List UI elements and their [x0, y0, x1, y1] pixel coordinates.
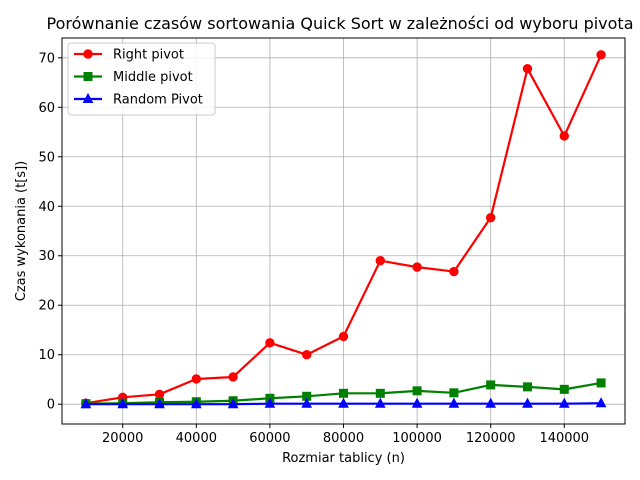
x-tick-label: 120000: [466, 431, 516, 446]
data-point: [338, 397, 349, 408]
data-point: [117, 398, 129, 409]
y-tick-label: 20: [38, 299, 55, 314]
data-point: [522, 63, 533, 74]
data-point: [595, 397, 607, 408]
data-point: [375, 388, 385, 398]
legend-item-right-pivot: Right pivot: [74, 48, 184, 63]
legend-marker: [83, 72, 93, 81]
data-point: [559, 384, 569, 394]
data-point: [596, 378, 606, 388]
y-tick-label: 60: [38, 101, 55, 116]
data-point: [191, 374, 202, 384]
legend-item-middle-pivot: Middle pivot: [74, 70, 193, 85]
data-point: [558, 397, 570, 408]
y-tick-label: 30: [38, 249, 55, 264]
series-layer: [80, 50, 607, 409]
chart-title: Porównanie czasów sortowania Quick Sort …: [47, 14, 634, 33]
data-point: [449, 388, 459, 398]
y-tick-label: 50: [38, 150, 55, 165]
data-point: [449, 266, 459, 277]
data-point: [228, 372, 238, 382]
data-point: [80, 398, 92, 409]
data-point: [412, 386, 422, 396]
data-point: [485, 397, 497, 408]
data-point: [265, 338, 275, 348]
legend-label: Right pivot: [113, 48, 184, 63]
x-tick-label: 80000: [323, 431, 364, 446]
y-tick-label: 70: [38, 51, 55, 66]
legend-item-random-pivot: Random Pivot: [74, 93, 203, 108]
legend-marker: [82, 92, 94, 103]
legend: Right pivot Middle pivot Random Pivot: [67, 42, 216, 116]
y-axis-ticks: 0 10 20 30 40 50 60 70: [38, 51, 62, 413]
data-point: [522, 397, 533, 408]
data-point: [339, 388, 348, 398]
data-point: [448, 397, 460, 408]
legend-marker: [83, 49, 93, 59]
x-tick-label: 140000: [539, 431, 589, 446]
series-right-pivot: [81, 50, 606, 408]
y-tick-label: 10: [38, 348, 55, 363]
data-point: [227, 398, 239, 409]
x-tick-label: 100000: [392, 431, 442, 446]
data-point: [264, 397, 276, 408]
x-axis-label: Rozmiar tablicy (n): [282, 451, 405, 466]
data-point: [301, 397, 313, 408]
data-point: [338, 331, 349, 342]
x-tick-label: 60000: [249, 431, 290, 446]
y-axis-label: Czas wykonania (t[s]): [14, 161, 29, 301]
y-tick-label: 0: [47, 398, 55, 413]
data-point: [374, 397, 386, 408]
data-point: [412, 262, 422, 272]
data-point: [411, 397, 423, 408]
data-point: [486, 380, 496, 390]
series-random-pivot: [80, 397, 607, 409]
data-point: [302, 350, 312, 360]
x-tick-label: 40000: [176, 431, 217, 446]
legend-box: [67, 42, 216, 116]
x-tick-label: 20000: [102, 431, 143, 446]
data-point: [596, 50, 606, 60]
data-point: [190, 398, 202, 409]
y-tick-label: 40: [38, 200, 55, 215]
data-point: [375, 255, 385, 266]
legend-label: Middle pivot: [113, 70, 193, 85]
x-axis-ticks: 20000 40000 60000 80000 100000 120000 140000: [102, 424, 589, 446]
legend-label: Random Pivot: [113, 93, 203, 108]
data-point: [154, 389, 165, 400]
data-point: [485, 212, 496, 223]
data-point: [154, 398, 165, 409]
data-point: [559, 131, 569, 141]
data-point: [522, 382, 532, 392]
